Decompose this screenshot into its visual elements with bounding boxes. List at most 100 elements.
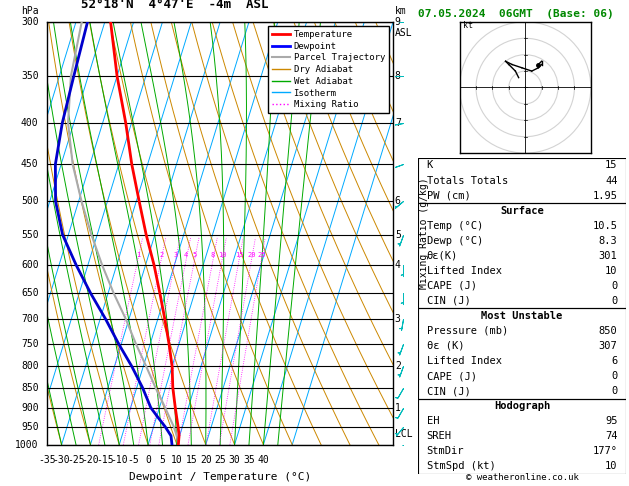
Text: -15: -15 bbox=[96, 455, 114, 465]
Text: -35: -35 bbox=[38, 455, 56, 465]
Text: 2: 2 bbox=[395, 361, 401, 371]
Text: -10: -10 bbox=[111, 455, 128, 465]
Text: 177°: 177° bbox=[593, 446, 618, 456]
Text: 8.3: 8.3 bbox=[599, 236, 618, 246]
Text: 950: 950 bbox=[21, 422, 38, 432]
Text: 350: 350 bbox=[21, 71, 38, 81]
Text: 3: 3 bbox=[395, 314, 401, 325]
Text: 20: 20 bbox=[200, 455, 211, 465]
Text: 5: 5 bbox=[192, 252, 197, 258]
Text: 1000: 1000 bbox=[15, 440, 38, 450]
Text: SREH: SREH bbox=[426, 431, 452, 441]
Text: 40: 40 bbox=[257, 455, 269, 465]
Text: CIN (J): CIN (J) bbox=[426, 296, 470, 306]
Text: 6: 6 bbox=[395, 196, 401, 206]
Text: 4: 4 bbox=[184, 252, 188, 258]
Legend: Temperature, Dewpoint, Parcel Trajectory, Dry Adiabat, Wet Adiabat, Isotherm, Mi: Temperature, Dewpoint, Parcel Trajectory… bbox=[269, 26, 389, 113]
Text: StmDir: StmDir bbox=[426, 446, 464, 456]
Text: 20: 20 bbox=[247, 252, 256, 258]
Text: CIN (J): CIN (J) bbox=[426, 386, 470, 396]
Text: Most Unstable: Most Unstable bbox=[481, 311, 563, 321]
Text: θε(K): θε(K) bbox=[426, 251, 458, 260]
Text: StmSpd (kt): StmSpd (kt) bbox=[426, 461, 496, 471]
Text: 1: 1 bbox=[136, 252, 140, 258]
Text: CAPE (J): CAPE (J) bbox=[426, 371, 477, 381]
Text: 850: 850 bbox=[599, 326, 618, 336]
Text: 10: 10 bbox=[218, 252, 226, 258]
Text: 0: 0 bbox=[611, 296, 618, 306]
Text: 44: 44 bbox=[605, 175, 618, 186]
Text: EH: EH bbox=[426, 416, 439, 426]
Text: 35: 35 bbox=[243, 455, 255, 465]
Text: 550: 550 bbox=[21, 230, 38, 240]
Text: 5: 5 bbox=[395, 230, 401, 240]
Text: 400: 400 bbox=[21, 118, 38, 128]
Text: 10: 10 bbox=[605, 461, 618, 471]
Text: 450: 450 bbox=[21, 159, 38, 169]
Text: 850: 850 bbox=[21, 382, 38, 393]
Text: 3: 3 bbox=[174, 252, 178, 258]
Text: Temp (°C): Temp (°C) bbox=[426, 221, 483, 231]
Text: ASL: ASL bbox=[395, 28, 413, 38]
Text: 900: 900 bbox=[21, 403, 38, 413]
Text: Dewp (°C): Dewp (°C) bbox=[426, 236, 483, 246]
Text: 0: 0 bbox=[611, 371, 618, 381]
Text: 8: 8 bbox=[211, 252, 215, 258]
Text: Lifted Index: Lifted Index bbox=[426, 356, 501, 366]
Text: 0: 0 bbox=[145, 455, 151, 465]
Text: 700: 700 bbox=[21, 314, 38, 325]
Text: 74: 74 bbox=[605, 431, 618, 441]
Text: CAPE (J): CAPE (J) bbox=[426, 281, 477, 291]
Text: K: K bbox=[426, 160, 433, 171]
Text: -30: -30 bbox=[53, 455, 70, 465]
Text: 1: 1 bbox=[395, 403, 401, 413]
Text: 2: 2 bbox=[159, 252, 164, 258]
Text: Totals Totals: Totals Totals bbox=[426, 175, 508, 186]
Text: -25: -25 bbox=[67, 455, 85, 465]
Text: 7: 7 bbox=[395, 118, 401, 128]
Text: hPa: hPa bbox=[21, 5, 38, 16]
Text: -20: -20 bbox=[82, 455, 99, 465]
Text: -5: -5 bbox=[128, 455, 140, 465]
Text: 10: 10 bbox=[171, 455, 183, 465]
Text: 07.05.2024  06GMT  (Base: 06): 07.05.2024 06GMT (Base: 06) bbox=[418, 9, 614, 19]
Text: 25: 25 bbox=[257, 252, 265, 258]
Text: LCL: LCL bbox=[395, 429, 413, 439]
Text: 307: 307 bbox=[599, 341, 618, 351]
Text: 10.5: 10.5 bbox=[593, 221, 618, 231]
Text: 750: 750 bbox=[21, 339, 38, 348]
Text: 52°18'N  4°47'E  -4m  ASL: 52°18'N 4°47'E -4m ASL bbox=[81, 0, 269, 11]
Text: Hodograph: Hodograph bbox=[494, 401, 550, 411]
Text: 300: 300 bbox=[21, 17, 38, 27]
Text: © weatheronline.co.uk: © weatheronline.co.uk bbox=[465, 473, 579, 482]
Text: 4: 4 bbox=[395, 260, 401, 270]
Text: 5: 5 bbox=[160, 455, 165, 465]
Text: Pressure (mb): Pressure (mb) bbox=[426, 326, 508, 336]
Text: 95: 95 bbox=[605, 416, 618, 426]
Text: 30: 30 bbox=[229, 455, 240, 465]
Text: 6: 6 bbox=[611, 356, 618, 366]
Text: 15: 15 bbox=[605, 160, 618, 171]
Text: Dewpoint / Temperature (°C): Dewpoint / Temperature (°C) bbox=[129, 472, 311, 482]
Text: 0: 0 bbox=[611, 281, 618, 291]
Text: 15: 15 bbox=[235, 252, 243, 258]
Text: 10: 10 bbox=[605, 266, 618, 276]
Text: 650: 650 bbox=[21, 288, 38, 298]
Text: 15: 15 bbox=[186, 455, 198, 465]
Text: θε (K): θε (K) bbox=[426, 341, 464, 351]
Text: 0: 0 bbox=[611, 386, 618, 396]
Text: 800: 800 bbox=[21, 361, 38, 371]
Text: Surface: Surface bbox=[500, 206, 544, 216]
Text: 500: 500 bbox=[21, 196, 38, 206]
Text: kt: kt bbox=[463, 21, 473, 31]
Text: 1.95: 1.95 bbox=[593, 191, 618, 201]
Text: km: km bbox=[395, 5, 406, 16]
Text: 25: 25 bbox=[214, 455, 226, 465]
Text: 8: 8 bbox=[395, 71, 401, 81]
Text: 9: 9 bbox=[395, 17, 401, 27]
Text: PW (cm): PW (cm) bbox=[426, 191, 470, 201]
Text: 301: 301 bbox=[599, 251, 618, 260]
Text: 600: 600 bbox=[21, 260, 38, 270]
Text: Mixing Ratio (g/kg): Mixing Ratio (g/kg) bbox=[420, 177, 429, 289]
Text: Lifted Index: Lifted Index bbox=[426, 266, 501, 276]
